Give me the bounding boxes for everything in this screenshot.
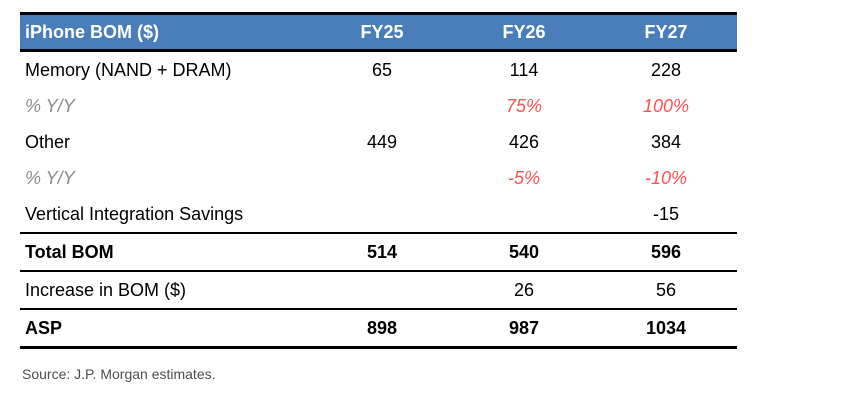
row-label: Increase in BOM ($) — [20, 270, 311, 309]
cell-value: 1034 — [595, 308, 737, 349]
cell-value — [311, 196, 453, 233]
cell-value: 596 — [595, 232, 737, 271]
cell-value: 228 — [650, 59, 682, 80]
cell-value: 56 — [595, 270, 737, 309]
cell-value: 426 — [508, 131, 540, 152]
cell-value — [453, 196, 595, 233]
row-label: % Y/Y — [25, 167, 75, 188]
table-row-vertical-integration-savings: Vertical Integration Savings -15 — [20, 196, 737, 233]
cell-value: 65 — [371, 59, 393, 80]
column-header-fy25: FY25 — [311, 12, 453, 52]
cell-value: 26 — [453, 270, 595, 309]
row-label: Memory (NAND + DRAM) — [25, 59, 232, 80]
row-label: Total BOM — [20, 232, 311, 271]
table-row-other-yoy: % Y/Y -5% -10% — [20, 160, 737, 196]
table-header-row: iPhone BOM ($) FY25 FY26 FY27 — [20, 12, 737, 52]
cell-value: 514 — [311, 232, 453, 271]
table-row-other: Other 449 426 384 — [20, 124, 737, 160]
cell-value — [311, 160, 453, 196]
cell-value: 898 — [311, 308, 453, 349]
table-row-increase-in-bom: Increase in BOM ($) 26 56 — [20, 270, 737, 309]
cell-value: -10% — [644, 167, 688, 188]
cell-value: 384 — [650, 131, 682, 152]
cell-value: 100% — [642, 95, 690, 116]
table-row-asp: ASP 898 987 1034 — [20, 308, 737, 349]
table-row-memory: Memory (NAND + DRAM) 65 114 228 — [20, 51, 737, 89]
table-row-total-bom: Total BOM 514 540 596 — [20, 232, 737, 271]
row-label: % Y/Y — [25, 95, 75, 116]
row-label: ASP — [20, 308, 311, 349]
cell-value — [311, 88, 453, 124]
column-header-fy27: FY27 — [595, 12, 737, 52]
source-note: Source: J.P. Morgan estimates. — [22, 366, 216, 382]
row-label: Vertical Integration Savings — [25, 203, 244, 224]
cell-value: -5% — [507, 167, 540, 188]
cell-value: 75% — [505, 95, 543, 116]
iphone-bom-table: iPhone BOM ($) FY25 FY26 FY27 Memory (NA… — [20, 12, 737, 349]
cell-value — [311, 270, 453, 309]
cell-value: 114 — [509, 59, 539, 80]
cell-value: 540 — [453, 232, 595, 271]
cell-value: -15 — [652, 203, 679, 224]
table-title: iPhone BOM ($) — [20, 12, 311, 52]
cell-value: 987 — [453, 308, 595, 349]
row-label: Other — [25, 131, 71, 152]
cell-value: 449 — [366, 131, 398, 152]
column-header-fy26: FY26 — [453, 12, 595, 52]
table-row-memory-yoy: % Y/Y 75% 100% — [20, 88, 737, 124]
